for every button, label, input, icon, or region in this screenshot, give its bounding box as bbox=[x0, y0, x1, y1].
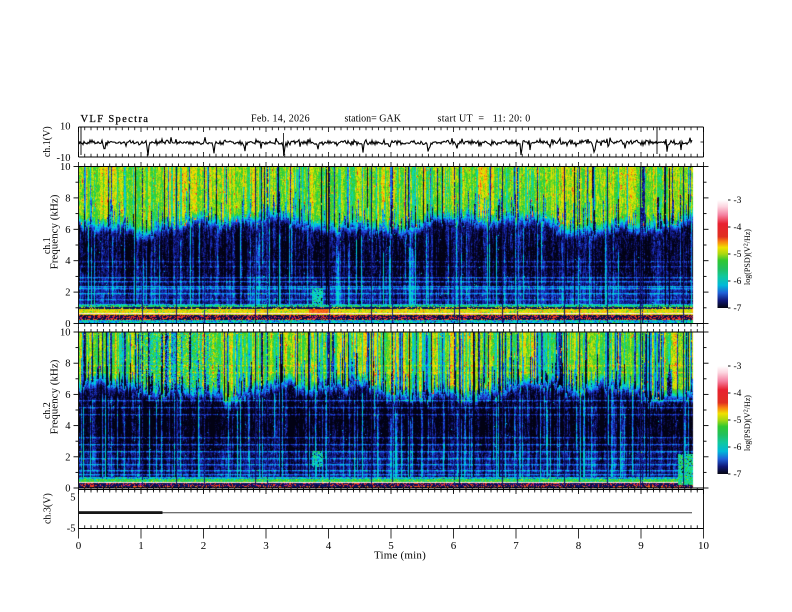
svg-text:ch.1(V): ch.1(V) bbox=[42, 126, 53, 157]
svg-text:2: 2 bbox=[201, 540, 207, 552]
svg-text:5: 5 bbox=[70, 492, 75, 503]
svg-text:2: 2 bbox=[65, 288, 70, 299]
svg-text:-3: -3 bbox=[734, 196, 742, 206]
svg-text:4: 4 bbox=[65, 256, 71, 267]
svg-text:-7: -7 bbox=[734, 470, 742, 480]
svg-text:-4: -4 bbox=[734, 223, 742, 233]
svg-text:10: 10 bbox=[698, 540, 710, 552]
svg-text:10: 10 bbox=[60, 122, 71, 133]
svg-text:VLF Spectra: VLF Spectra bbox=[81, 114, 150, 125]
svg-text:start UT = 11: 20: 0: start UT = 11: 20: 0 bbox=[438, 114, 531, 125]
svg-text:-5: -5 bbox=[734, 416, 742, 426]
svg-text:5: 5 bbox=[388, 540, 394, 552]
svg-text:-10: -10 bbox=[57, 153, 71, 164]
svg-text:Frequency (kHz): Frequency (kHz) bbox=[49, 194, 61, 269]
svg-text:3: 3 bbox=[263, 540, 269, 552]
svg-text:-7: -7 bbox=[734, 304, 742, 314]
svg-text:9: 9 bbox=[638, 540, 644, 552]
svg-text:0: 0 bbox=[65, 319, 70, 330]
svg-text:station= GAK: station= GAK bbox=[345, 114, 402, 125]
svg-text:ch.1: ch.1 bbox=[42, 237, 53, 254]
svg-text:-3: -3 bbox=[734, 362, 742, 372]
svg-text:-6: -6 bbox=[734, 277, 742, 287]
svg-text:-6: -6 bbox=[734, 443, 742, 453]
svg-text:8: 8 bbox=[576, 540, 582, 552]
svg-text:-4: -4 bbox=[734, 389, 742, 399]
svg-text:6: 6 bbox=[451, 540, 457, 552]
svg-text:-5: -5 bbox=[734, 250, 742, 260]
svg-text:10: 10 bbox=[60, 328, 71, 339]
svg-text:-5: -5 bbox=[67, 524, 76, 535]
svg-text:4: 4 bbox=[65, 421, 71, 432]
svg-text:8: 8 bbox=[65, 193, 70, 204]
svg-text:0: 0 bbox=[76, 540, 82, 552]
svg-text:10: 10 bbox=[60, 162, 71, 173]
svg-text:log(PSD)(V2/Hz): log(PSD)(V2/Hz) bbox=[743, 395, 752, 451]
svg-text:Frequency (kHz): Frequency (kHz) bbox=[49, 359, 61, 434]
svg-text:Feb. 14, 2026: Feb. 14, 2026 bbox=[251, 114, 310, 125]
svg-text:ch.2: ch.2 bbox=[42, 402, 53, 419]
svg-text:7: 7 bbox=[513, 540, 519, 552]
svg-text:6: 6 bbox=[65, 390, 70, 401]
svg-text:ch.3(V): ch.3(V) bbox=[42, 493, 53, 524]
svg-text:1: 1 bbox=[138, 540, 144, 552]
svg-text:Time (min): Time (min) bbox=[374, 549, 426, 561]
svg-text:6: 6 bbox=[65, 225, 70, 236]
svg-text:2: 2 bbox=[65, 452, 70, 463]
svg-text:4: 4 bbox=[326, 540, 332, 552]
svg-text:log(PSD)(V2/Hz): log(PSD)(V2/Hz) bbox=[743, 229, 752, 285]
svg-text:0: 0 bbox=[65, 484, 70, 495]
svg-text:8: 8 bbox=[65, 359, 70, 370]
